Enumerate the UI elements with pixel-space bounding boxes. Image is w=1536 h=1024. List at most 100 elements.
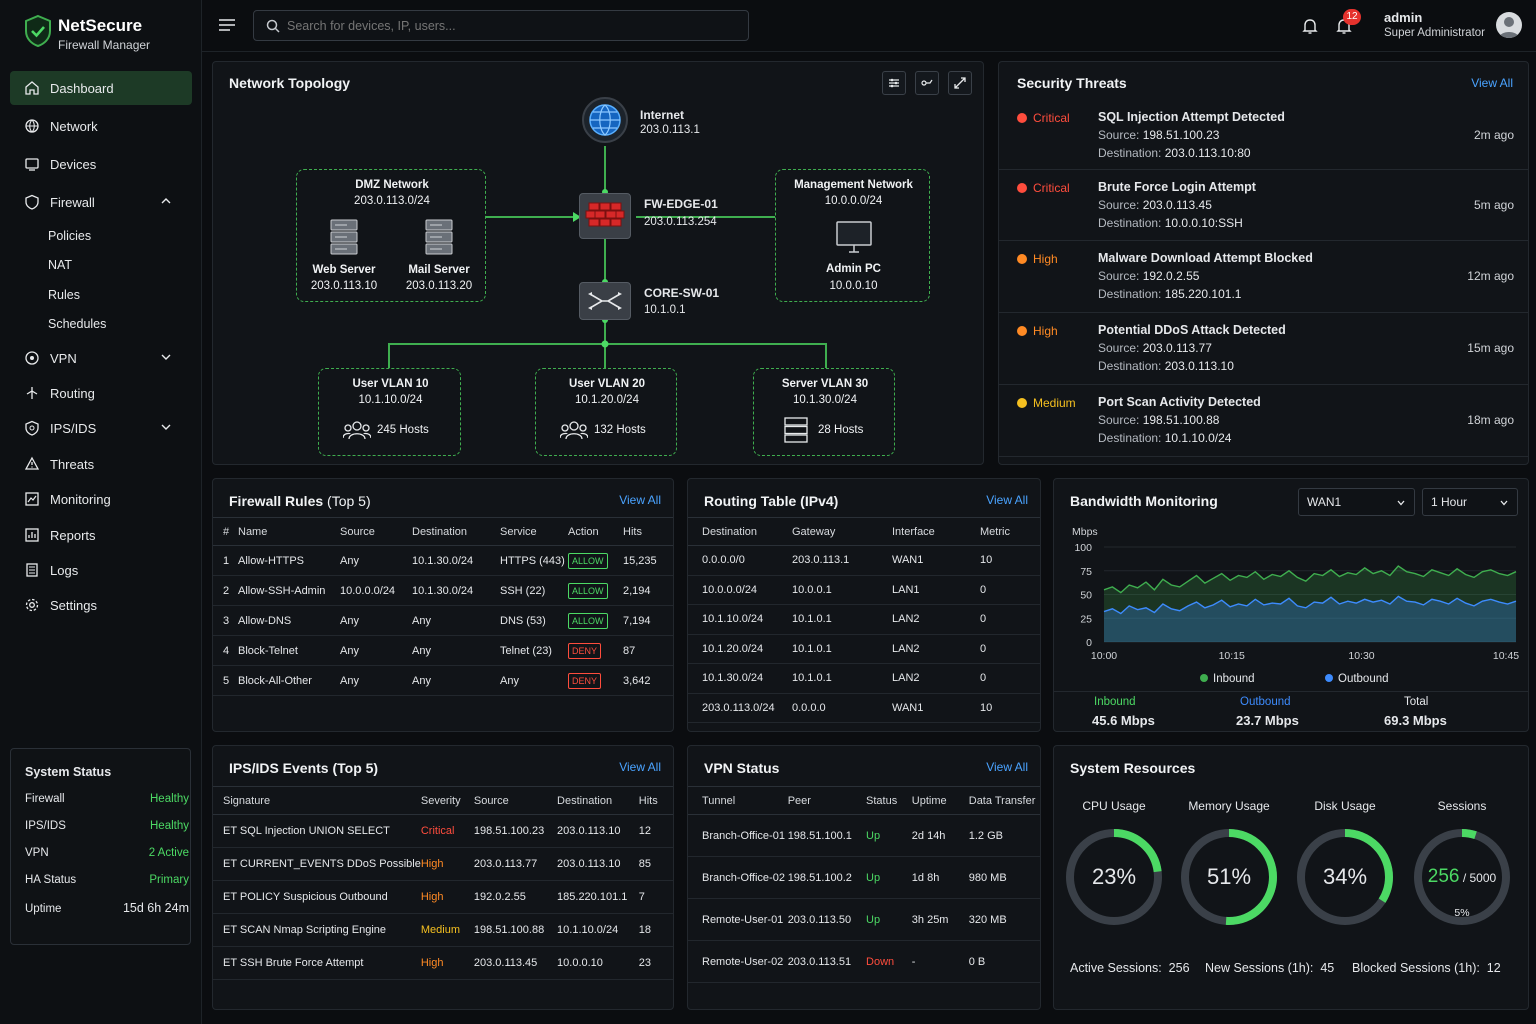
threat-item[interactable]: Critical Brute Force Login Attempt Source:…: [999, 170, 1529, 241]
cell-text: 7,194: [623, 614, 651, 627]
status-value: 15d 6h 24m: [122, 901, 189, 915]
severity-dot: [1017, 183, 1027, 193]
cell-text: 980 MB: [968, 871, 1007, 884]
table-cell: 198.51.100.88: [473, 913, 558, 947]
table-row[interactable]: 5 Block-All-Other Any Any Any DENY 3,642: [213, 665, 673, 696]
layout-button[interactable]: [915, 71, 939, 95]
table-cell: 203.0.113.77: [473, 847, 558, 881]
table-cell: ALLOW: [568, 545, 623, 576]
search-box[interactable]: [253, 10, 749, 41]
table-row[interactable]: 10.1.30.0/24 10.1.0.1 LAN2 0: [688, 663, 1040, 694]
table-row[interactable]: ET POLICY Suspicious Outbound High 192.0.2…: [213, 880, 673, 914]
table-cell: Up: [866, 814, 912, 857]
firewall-node[interactable]: [579, 193, 631, 239]
search-icon: [266, 19, 280, 33]
sidebar-item-devices[interactable]: Devices: [10, 147, 192, 181]
table-row[interactable]: 4 Block-Telnet Any Any Telnet (23) DENY 87: [213, 635, 673, 666]
threat-item[interactable]: Medium Port Scan Activity Detected Source:…: [999, 385, 1529, 457]
threat-item[interactable]: High Potential DDoS Attack Detected Source…: [999, 313, 1529, 385]
user-avatar-icon: [1499, 17, 1519, 38]
table-row[interactable]: 1 Allow-HTTPS Any 10.1.30.0/24 HTTPS (443) AL…: [213, 545, 673, 576]
threat-item[interactable]: High Malware Download Attempt Blocked Sour…: [999, 241, 1529, 313]
blocked-sessions-label: Blocked Sessions (1h):: [1352, 961, 1480, 975]
core-switch-node[interactable]: [579, 282, 631, 320]
hamburger-menu-icon[interactable]: [218, 17, 236, 36]
ips-view-all-link[interactable]: View All: [619, 760, 661, 774]
cell-text: Remote-User-02: [702, 955, 784, 968]
sidebar-item-reports[interactable]: Reports: [10, 518, 192, 552]
sidebar-item-settings[interactable]: Settings: [10, 588, 192, 622]
table-row[interactable]: 2 Allow-SSH-Admin 10.0.0.0/24 10.1.30.0/24 S…: [213, 575, 673, 606]
column-header: Severity: [420, 786, 474, 815]
sidebar-item-ips-ids[interactable]: IPS/IDS: [10, 411, 192, 445]
sidebar-subitem-rules[interactable]: Rules: [48, 288, 80, 302]
fw-rules-view-all-link[interactable]: View All: [619, 493, 661, 507]
sidebar-item-dashboard[interactable]: Dashboard: [10, 71, 192, 105]
expand-button[interactable]: [948, 71, 972, 95]
system-status-title: System Status: [25, 765, 112, 779]
table-cell: 203.0.113.10: [557, 814, 639, 848]
table-row[interactable]: 10.1.10.0/24 10.1.0.1 LAN2 0: [688, 604, 1040, 635]
bell-icon[interactable]: [1302, 17, 1318, 38]
interface-select[interactable]: WAN1: [1298, 488, 1415, 516]
source-label: Source:: [1098, 413, 1140, 427]
threat-item[interactable]: Critical SQL Injection Attempt Detected So…: [999, 100, 1529, 170]
threat-source: Source: 203.0.113.45: [1098, 198, 1212, 212]
table-row[interactable]: 10.1.20.0/24 10.1.0.1 LAN2 0: [688, 634, 1040, 664]
sidebar-item-network[interactable]: Network: [10, 109, 192, 143]
sidebar-item-vpn[interactable]: VPN: [10, 341, 192, 375]
table-row[interactable]: Branch-Office-02 198.51.100.2 Up 1d 8h 980 M…: [688, 856, 1040, 899]
vlan-20-box[interactable]: User VLAN 20 10.1.20.0/24 132 Hosts: [535, 368, 677, 456]
firewall-rules-panel: Firewall Rules (Top 5) View All # Name Sou…: [212, 478, 674, 732]
vlan-10-box[interactable]: User VLAN 10 10.1.10.0/24 245 Hosts: [318, 368, 461, 456]
threat-destination: Destination: 185.220.101.1: [1098, 287, 1241, 301]
time-range-select[interactable]: 1 Hour: [1422, 488, 1518, 516]
source-ip: 192.0.2.55: [1142, 269, 1200, 283]
routing-view-all-link[interactable]: View All: [986, 493, 1028, 507]
vlan-30-box[interactable]: Server VLAN 30 10.1.30.0/24 28 Hosts: [753, 368, 895, 456]
search-input[interactable]: [287, 15, 737, 37]
y-axis-label: Mbps: [1072, 526, 1098, 538]
sidebar-item-monitoring[interactable]: Monitoring: [10, 482, 192, 516]
cell-text: 0.0.0.0: [792, 701, 826, 714]
sidebar-item-logs[interactable]: Logs: [10, 553, 192, 587]
column-header: Destination: [412, 517, 500, 546]
sidebar-item-threats[interactable]: Threats: [10, 447, 192, 481]
table-row[interactable]: ET CURRENT_EVENTS DDoS Possible High 203.0…: [213, 847, 673, 881]
sidebar-subitem-policies[interactable]: Policies: [48, 229, 92, 243]
system-status-panel: System Status Firewall Healthy IPS/IDS Hea…: [10, 748, 191, 945]
table-row[interactable]: 0.0.0.0/0 203.0.113.1 WAN1 10: [688, 545, 1040, 576]
table-row[interactable]: 10.0.0.0/24 10.0.0.1 LAN1 0: [688, 575, 1040, 605]
internet-ip: 203.0.113.1: [640, 124, 700, 136]
internet-node[interactable]: [582, 97, 628, 143]
vpn-view-all-link[interactable]: View All: [986, 760, 1028, 774]
threat-time: 12m ago: [1467, 269, 1514, 283]
table-row[interactable]: ET SQL Injection UNION SELECT Critical 198…: [213, 814, 673, 848]
table-cell: 10: [980, 545, 1040, 576]
table-row[interactable]: Remote-User-01 203.0.113.50 Up 3h 25m 320 MB: [688, 898, 1040, 941]
cell-text: 203.0.113.45: [473, 957, 538, 969]
sidebar-item-firewall[interactable]: Firewall: [10, 185, 192, 219]
status-value: Primary: [149, 874, 189, 886]
threats-view-all-link[interactable]: View All: [1471, 76, 1513, 90]
chevron-up-icon: [161, 198, 171, 204]
severity-dot: [1017, 398, 1027, 408]
severity-text: Medium: [420, 924, 460, 936]
table-row[interactable]: ET SCAN Nmap Scripting Engine Medium 198.5…: [213, 913, 673, 947]
sidebar-subitem-nat[interactable]: NAT: [48, 258, 73, 272]
table-row[interactable]: Remote-User-02 203.0.113.51 Down - 0 B: [688, 940, 1040, 983]
dmz-network-box[interactable]: DMZ Network 203.0.113.0/24 Web Server 20…: [296, 169, 486, 302]
threat-title: Potential DDoS Attack Detected: [1098, 323, 1286, 337]
server-icon: [425, 219, 453, 255]
table-row[interactable]: ET SSH Brute Force Attempt High 203.0.113.…: [213, 946, 673, 980]
table-row[interactable]: 203.0.113.0/24 0.0.0.0 WAN1 10: [688, 693, 1040, 723]
table-cell: Any: [340, 605, 412, 636]
sidebar-subitem-schedules[interactable]: Schedules: [48, 317, 107, 331]
table-row[interactable]: Branch-Office-01 198.51.100.1 Up 2d 14h 1.2 …: [688, 814, 1040, 857]
avatar[interactable]: [1496, 12, 1522, 38]
management-network-box[interactable]: Management Network 10.0.0.0/24 Admin PC …: [775, 169, 930, 302]
vlan-hosts: 28 Hosts: [818, 424, 864, 436]
filter-button[interactable]: [882, 71, 906, 95]
table-row[interactable]: 3 Allow-DNS Any Any DNS (53) ALLOW 7,194: [213, 605, 673, 636]
sidebar-item-routing[interactable]: Routing: [10, 376, 192, 410]
